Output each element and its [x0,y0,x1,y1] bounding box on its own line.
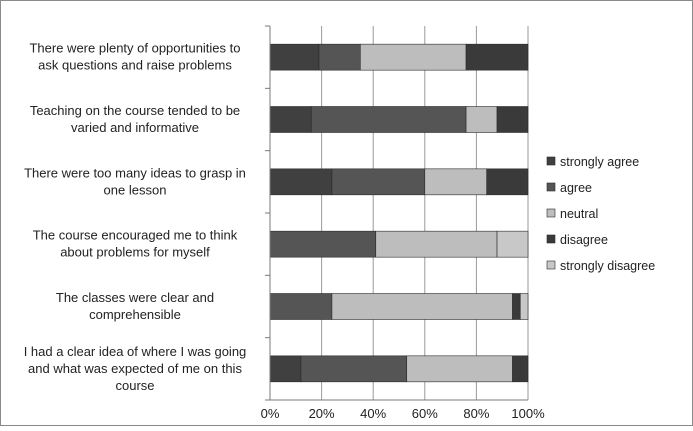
x-tick-label: 80% [463,406,489,421]
bar-segment [269,106,312,133]
category-label-line: The classes were clear and [56,290,214,305]
x-tick-labels: 0% 20% 40% 60% 80% 100% [261,406,545,421]
legend-swatch [546,260,556,270]
category-label: The course encouraged me to think about p… [33,228,238,260]
bar-segment [359,43,467,71]
category-label-line: and what was expected of me on this [28,361,242,376]
bar-segment [269,43,320,71]
bar-segment [375,230,498,258]
x-tick-label: 20% [309,406,335,421]
bar-segment [310,106,467,133]
category-label-line: comprehensible [89,307,181,322]
bar-segment [331,293,513,320]
axes [265,25,528,401]
legend-label: strongly agree [560,155,639,169]
legend: strongly agree agree neutral disagree strong… [546,155,655,273]
legend-label: disagree [560,233,608,247]
bar-segment [512,293,521,320]
category-label-line: There were plenty of opportunities to [29,41,240,56]
bar-segment [465,43,529,71]
bar-segment [269,230,377,258]
bar-segment [269,355,302,383]
bar-segment [269,168,333,196]
bar-segment [465,106,498,133]
category-label-line: I had a clear idea of where I was going [24,344,247,359]
legend-swatch [546,234,556,244]
bar-segment [406,355,513,383]
bar-segment [300,355,408,383]
legend-swatch [546,156,556,166]
category-label-line: varied and informative [71,120,199,135]
bars [269,43,529,383]
bar-segment [269,293,333,320]
category-label: Teaching on the course tended to be varie… [30,103,240,135]
legend-label: strongly disagree [560,259,655,273]
x-tick-label: 0% [261,406,280,421]
category-label: The classes were clear and comprehensible [56,290,214,322]
category-label-line: ask questions and raise problems [38,58,232,73]
x-tick-label: 40% [360,406,386,421]
category-label-line: There were too many ideas to grasp in [24,165,246,180]
category-label-line: Teaching on the course tended to be [30,103,240,118]
category-label: I had a clear idea of where I was going a… [24,344,247,393]
bar-segment [318,43,361,71]
category-label: There were too many ideas to grasp in one… [24,165,246,197]
category-label-line: The course encouraged me to think [33,228,238,243]
bar-segment [486,168,529,196]
bar-segment [331,168,426,196]
category-labels: There were plenty of opportunities to ask… [24,41,247,393]
bar-segment [512,355,529,383]
x-tick-label: 100% [511,406,545,421]
bar-segment [519,293,529,320]
bar-segment [424,168,488,196]
category-label: There were plenty of opportunities to ask… [29,41,240,73]
bar-segment [496,106,529,133]
legend-label: agree [560,181,592,195]
x-tick-label: 60% [412,406,438,421]
category-label-line: one lesson [104,182,167,197]
category-label-line: about problems for myself [60,245,210,260]
bar-segment [496,230,529,258]
category-label-line: course [115,378,154,393]
legend-swatch [546,208,556,218]
legend-swatch [546,182,556,192]
legend-label: neutral [560,207,598,221]
